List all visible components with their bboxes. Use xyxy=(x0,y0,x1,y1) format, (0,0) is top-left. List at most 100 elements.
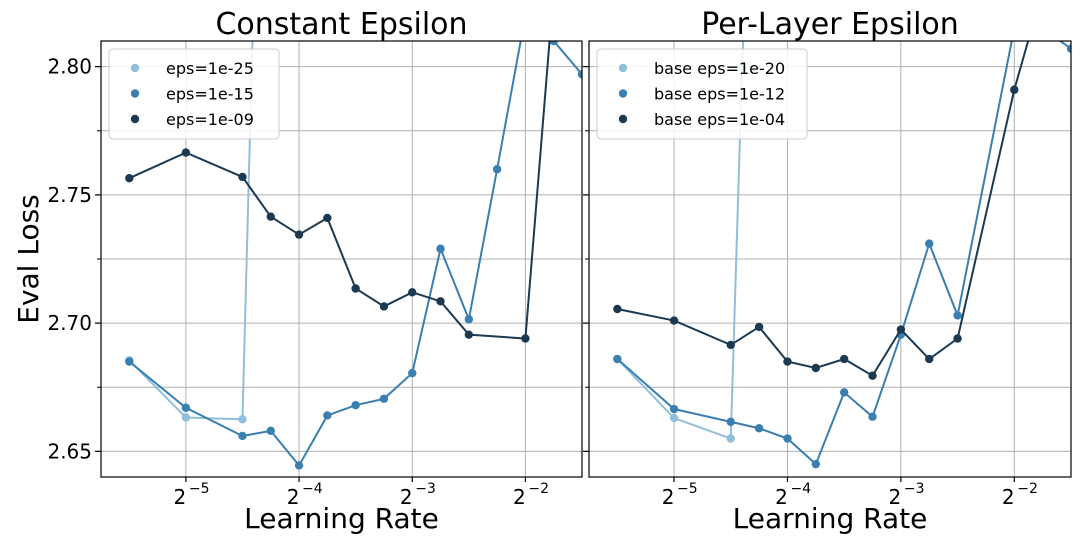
x-tick-label: 2 xyxy=(400,485,413,509)
data-point xyxy=(549,41,558,46)
legend-marker xyxy=(618,63,628,73)
data-point xyxy=(125,174,134,183)
data-point xyxy=(323,411,332,420)
x-tick-exponent: −2 xyxy=(528,481,549,497)
legend-label: base eps=1e-04 xyxy=(654,110,785,129)
data-point xyxy=(294,461,304,470)
x-tick-exponent: −2 xyxy=(1017,481,1038,497)
data-point xyxy=(577,70,582,79)
axes-frame xyxy=(588,40,1072,478)
data-point xyxy=(669,316,679,325)
legend: eps=1e-25 eps=1e-15 eps=1e-09 xyxy=(108,48,280,140)
data-point xyxy=(181,403,191,412)
data-point xyxy=(436,297,445,306)
legend-label: eps=1e-15 xyxy=(166,85,254,104)
data-point xyxy=(436,244,445,253)
data-point xyxy=(125,357,134,366)
data-point xyxy=(266,212,275,221)
y-tick-label: 2.75 xyxy=(47,183,92,207)
data-point xyxy=(1066,44,1071,53)
data-point xyxy=(492,165,502,174)
plot-area xyxy=(125,11,582,470)
data-point xyxy=(669,413,679,423)
x-tick-label: 2 xyxy=(287,485,300,509)
data-point xyxy=(783,434,792,443)
data-point xyxy=(323,213,332,223)
data-point xyxy=(811,459,821,469)
y-tick-label: 2.80 xyxy=(47,55,92,79)
data-point xyxy=(953,311,962,320)
data-point xyxy=(1038,24,1046,32)
legend: base eps=1e-20 base eps=1e-12 base eps=1e-… xyxy=(596,48,808,140)
x-tick-label: 2 xyxy=(1002,485,1015,509)
x-tick-label: 2 xyxy=(662,485,675,509)
data-point xyxy=(238,415,247,424)
data-point xyxy=(464,315,474,324)
x-tick-label: 2 xyxy=(174,485,187,509)
data-point xyxy=(181,148,191,157)
x-tick-exponent: −3 xyxy=(415,481,436,497)
y-tick-label: 2.70 xyxy=(47,311,92,335)
data-point xyxy=(811,363,821,373)
data-point xyxy=(726,417,735,427)
data-point xyxy=(754,424,764,433)
legend-label: base eps=1e-12 xyxy=(654,85,785,104)
x-axis-label: Learning Rate xyxy=(733,502,928,535)
data-point xyxy=(521,11,529,19)
data-point xyxy=(294,230,304,239)
data-point xyxy=(464,330,474,339)
data-point xyxy=(726,340,735,350)
x-tick-label: 2 xyxy=(889,485,902,509)
data-point xyxy=(181,413,191,422)
data-point xyxy=(379,394,389,403)
y-axis-label: Eval Loss xyxy=(12,194,45,324)
x-tick-label: 2 xyxy=(513,485,526,509)
data-point xyxy=(613,354,622,364)
data-point xyxy=(726,434,735,443)
legend-label: base eps=1e-20 xyxy=(654,59,785,78)
data-point xyxy=(238,172,247,182)
data-point xyxy=(896,325,906,334)
x-tick-exponent: −4 xyxy=(302,481,323,497)
data-point xyxy=(868,371,877,380)
legend-box xyxy=(596,48,808,140)
data-point xyxy=(868,412,877,421)
legend-box xyxy=(108,48,280,140)
legend-marker xyxy=(130,89,140,98)
data-point xyxy=(238,431,247,441)
legend-marker xyxy=(130,63,140,73)
x-tick-exponent: −4 xyxy=(790,481,811,497)
data-point xyxy=(613,304,622,314)
y-tick-label: 2.65 xyxy=(47,439,92,463)
x-tick-label: 2 xyxy=(775,485,788,509)
data-point xyxy=(925,239,934,248)
chart-title: Constant Epsilon xyxy=(215,7,467,42)
data-point xyxy=(1010,24,1018,32)
data-point xyxy=(839,354,849,364)
data-point xyxy=(953,334,962,343)
axes-frame xyxy=(100,40,583,478)
data-point xyxy=(521,334,530,343)
x-axis-label: Learning Rate xyxy=(244,502,439,535)
data-point xyxy=(351,284,360,293)
legend-label: eps=1e-09 xyxy=(166,110,254,129)
chart-title: Per-Layer Epsilon xyxy=(701,7,959,42)
data-point xyxy=(1010,85,1019,94)
legend-label: eps=1e-25 xyxy=(166,59,254,78)
plot-area xyxy=(613,24,1071,469)
data-point xyxy=(925,354,934,364)
data-point xyxy=(266,426,275,436)
x-tick-exponent: −5 xyxy=(189,481,210,497)
x-tick-exponent: −5 xyxy=(677,481,698,497)
x-tick-exponent: −3 xyxy=(904,481,925,497)
data-point xyxy=(754,322,764,332)
data-point xyxy=(783,357,792,366)
data-point xyxy=(351,400,360,410)
data-point xyxy=(839,388,849,397)
legend-marker xyxy=(130,114,140,124)
data-point xyxy=(408,368,417,378)
data-point xyxy=(379,302,389,311)
